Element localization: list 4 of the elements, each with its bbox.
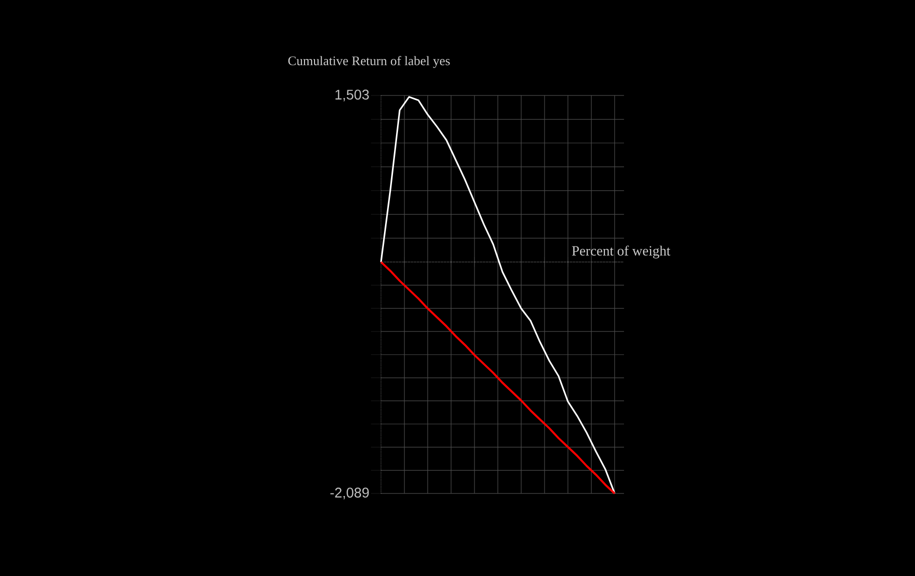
y-axis-title: Cumulative Return of label yes [288,56,450,68]
y-tick-label: -2,089 [330,488,369,500]
y-tick-label: 1,503 [336,90,369,102]
x-axis-title: Percent of weight [572,246,670,258]
